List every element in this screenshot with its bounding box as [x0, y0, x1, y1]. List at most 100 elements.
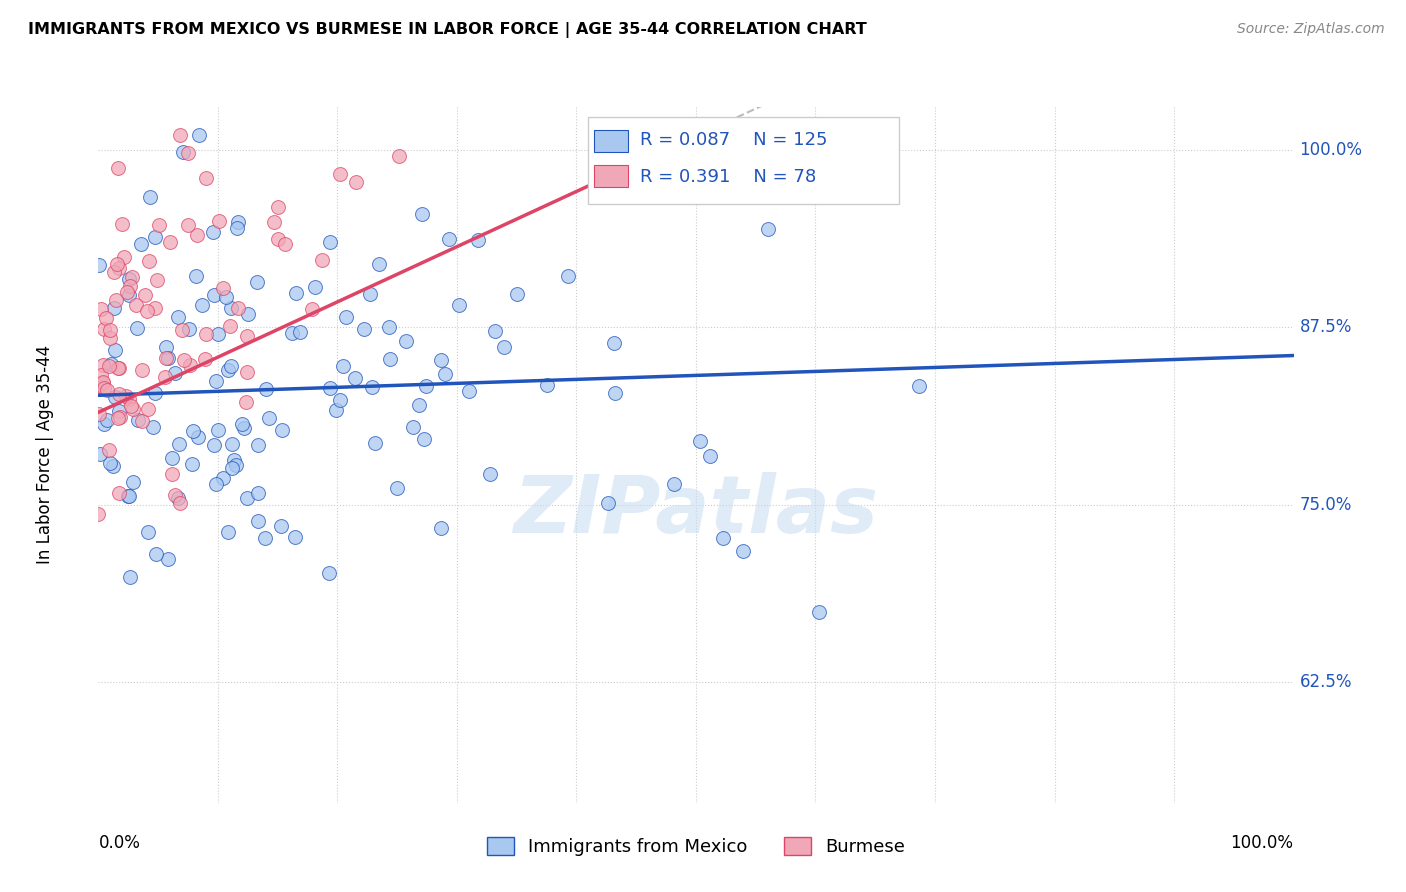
Point — [402, 420, 425, 434]
Point — [253, 531, 276, 545]
Point — [160, 467, 183, 481]
Point — [343, 370, 366, 384]
FancyBboxPatch shape — [595, 165, 628, 187]
Point — [169, 128, 191, 143]
Point — [142, 420, 165, 434]
Point — [235, 395, 257, 409]
Point — [318, 566, 340, 580]
Point — [411, 207, 433, 221]
Text: R = 0.391    N = 78: R = 0.391 N = 78 — [640, 168, 815, 186]
Point — [87, 407, 110, 421]
Point — [246, 275, 269, 289]
Point — [211, 471, 233, 485]
Point — [166, 310, 188, 325]
Point — [359, 286, 381, 301]
Point — [148, 218, 170, 232]
Point — [120, 279, 142, 293]
Point — [107, 486, 129, 500]
Point — [467, 233, 489, 247]
Text: 75.0%: 75.0% — [1299, 496, 1353, 514]
Point — [689, 434, 711, 448]
Point — [254, 382, 277, 396]
Point — [908, 379, 931, 393]
Point — [173, 353, 195, 368]
Point — [107, 387, 129, 401]
Point — [378, 352, 401, 367]
Point — [494, 340, 516, 354]
Point — [120, 399, 142, 413]
Point — [388, 149, 411, 163]
Point — [413, 433, 436, 447]
Point — [172, 145, 194, 160]
Text: 87.5%: 87.5% — [1299, 318, 1353, 336]
Point — [98, 456, 121, 470]
Point — [226, 214, 249, 228]
Point — [263, 215, 285, 229]
Text: ZIPatlas: ZIPatlas — [513, 472, 879, 549]
Point — [120, 570, 142, 584]
Point — [121, 401, 143, 416]
Text: 0.0%: 0.0% — [98, 834, 141, 852]
Point — [603, 335, 626, 350]
Point — [430, 353, 453, 368]
Point — [194, 326, 217, 341]
Point — [105, 293, 128, 308]
Point — [288, 325, 311, 339]
Point — [156, 551, 179, 566]
Point — [187, 128, 209, 143]
Point — [177, 146, 200, 161]
Point — [145, 547, 167, 561]
Point — [105, 257, 128, 271]
Point — [138, 254, 160, 268]
Point — [186, 269, 208, 284]
Point — [506, 287, 529, 301]
Point — [259, 410, 281, 425]
Point — [93, 417, 115, 432]
Point — [733, 543, 755, 558]
Point — [187, 430, 209, 444]
Point — [136, 525, 159, 540]
Point — [98, 331, 121, 345]
Point — [108, 409, 131, 424]
Point — [246, 515, 269, 529]
Point — [332, 359, 354, 373]
Point — [232, 421, 254, 435]
Point — [225, 458, 247, 473]
Point — [329, 392, 352, 407]
Point — [136, 402, 159, 417]
Point — [117, 489, 139, 503]
Point — [145, 301, 167, 316]
Point — [284, 286, 307, 301]
Point — [129, 236, 152, 251]
Point — [311, 253, 333, 268]
Point — [104, 390, 127, 404]
Point — [207, 213, 229, 227]
Point — [115, 285, 138, 299]
Point — [135, 304, 157, 318]
Point — [202, 288, 225, 302]
Point — [181, 457, 204, 471]
Point — [118, 288, 141, 302]
Point — [280, 326, 302, 340]
Point — [107, 260, 129, 275]
Point — [165, 366, 187, 380]
FancyBboxPatch shape — [595, 130, 628, 153]
Point — [153, 370, 176, 384]
Point — [367, 257, 389, 271]
Point — [202, 438, 225, 452]
Point — [183, 424, 205, 438]
Point — [664, 477, 686, 491]
Point — [434, 368, 457, 382]
Point — [195, 170, 218, 185]
Point — [155, 340, 177, 354]
Point — [131, 414, 153, 428]
Point — [605, 386, 627, 401]
Point — [344, 176, 367, 190]
Point — [93, 321, 115, 335]
Point — [118, 489, 141, 503]
Point — [125, 298, 148, 312]
Point — [231, 417, 253, 431]
Point — [157, 351, 180, 365]
Point — [215, 290, 238, 304]
Point — [711, 532, 734, 546]
